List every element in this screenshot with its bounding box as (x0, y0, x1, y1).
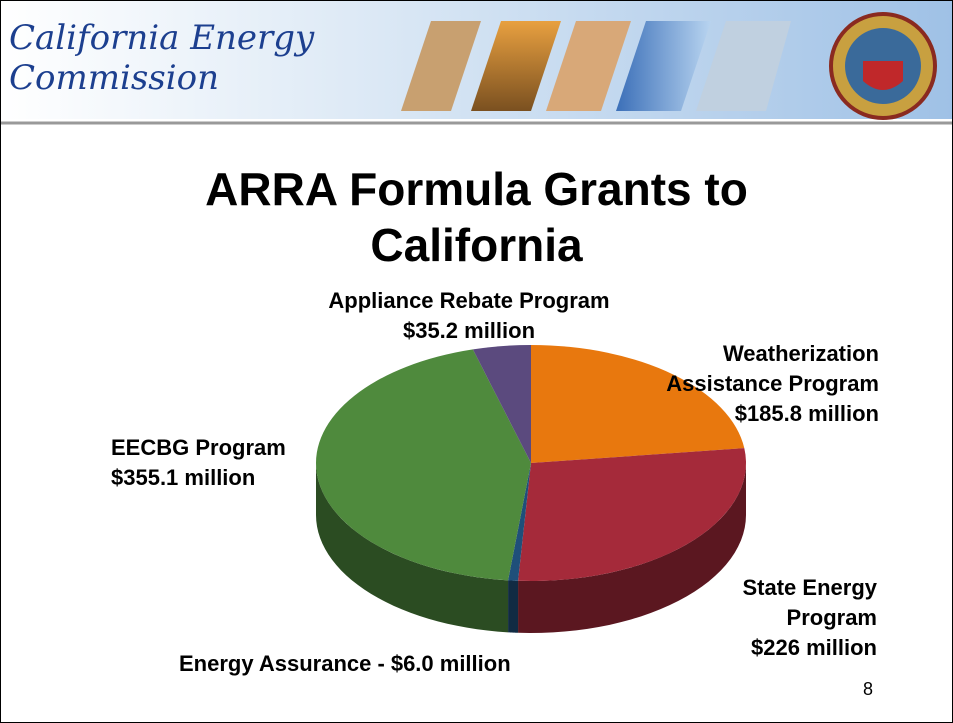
value-label: $226 million (751, 635, 877, 660)
logo-text: California Energy (9, 18, 315, 58)
header: California Energy Commission (1, 1, 952, 125)
header-image (471, 21, 561, 111)
category-label: Appliance Rebate Program (328, 288, 610, 313)
slice (472, 345, 531, 463)
value-label: $6.0 million (390, 651, 511, 676)
header-image (616, 21, 711, 111)
slice (531, 345, 745, 463)
logo-text: Commission (9, 58, 219, 98)
slice (518, 448, 746, 581)
slice-side (508, 580, 519, 633)
category-label: Energy Assurance - (179, 651, 385, 676)
value-label: $355.1 million (111, 465, 256, 490)
seal (863, 61, 903, 90)
category-label: Weatherization Assistance Program (666, 341, 879, 396)
chart-title: ARRA Formula Grants to California (1, 161, 952, 273)
header-image (401, 21, 481, 111)
slice-side (316, 463, 509, 633)
chart-title-text: ARRA Formula Grants to California (205, 163, 748, 271)
slice (508, 463, 531, 581)
slice (315, 349, 531, 581)
header-image (546, 21, 631, 111)
slice-side (518, 463, 746, 633)
header-image (696, 21, 791, 111)
value-label: $185.8 million (734, 401, 879, 426)
category-label: EECBG Program (111, 435, 286, 460)
value-label: $35.2 million (402, 318, 536, 343)
data-label: Energy Assurance - $6.0 million (179, 649, 511, 679)
category-label: State Energy Program (742, 575, 878, 630)
page-number: 8 (863, 679, 874, 699)
